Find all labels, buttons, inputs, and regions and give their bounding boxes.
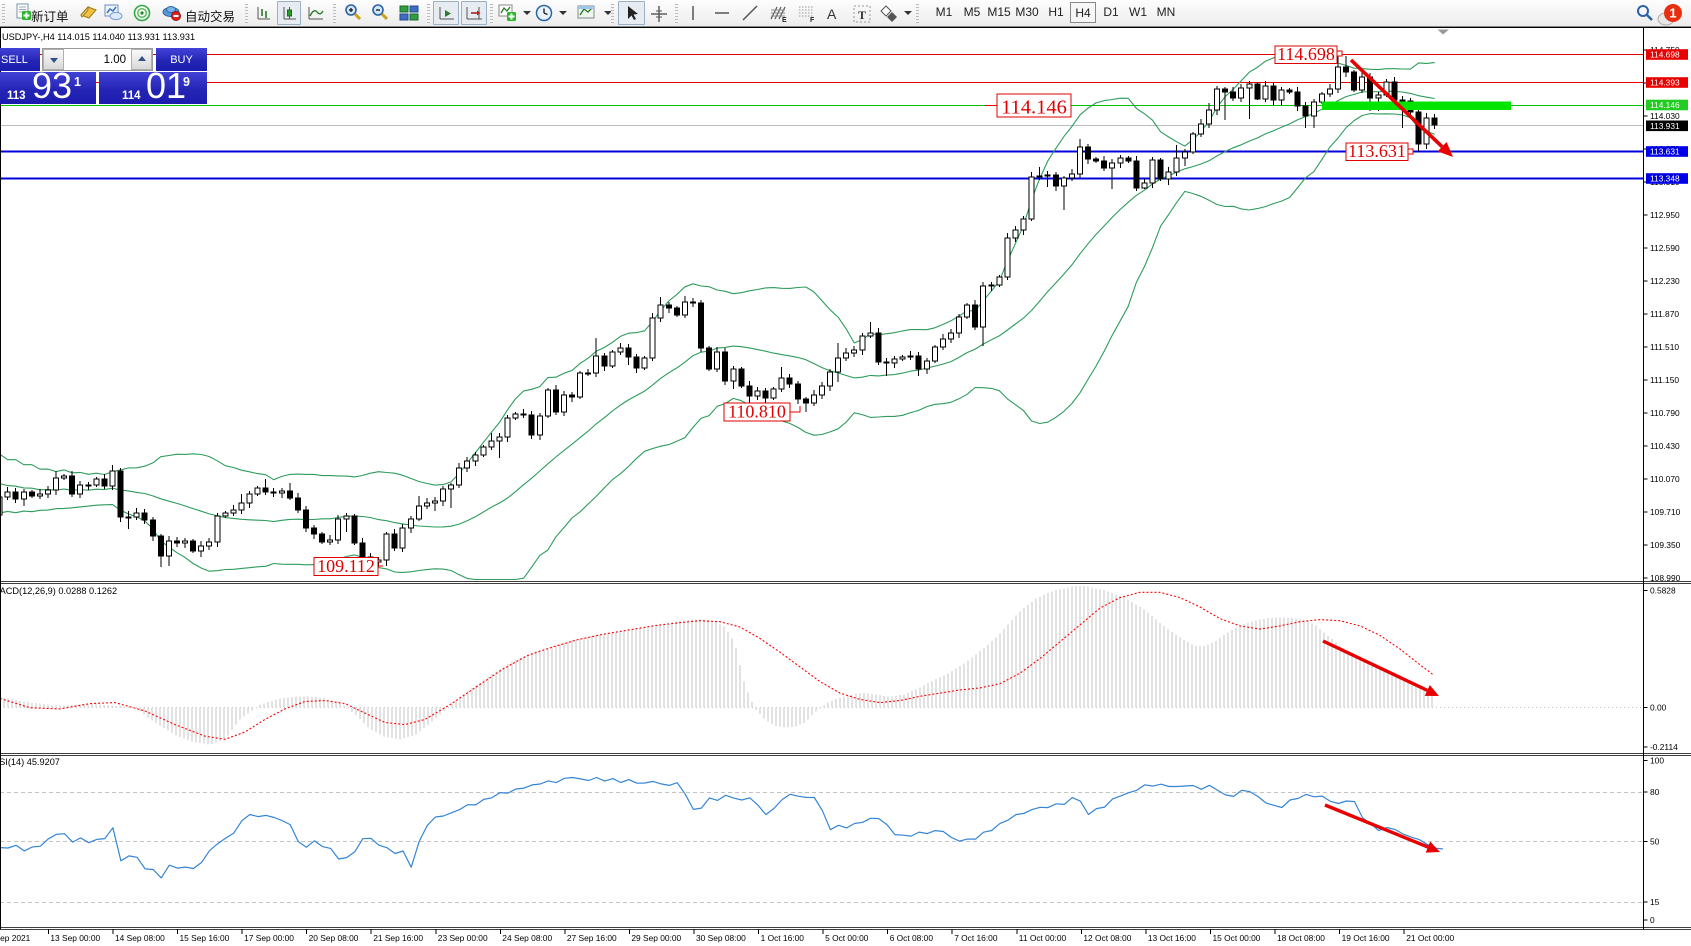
svg-text:7 Oct 16:00: 7 Oct 16:00 <box>954 933 998 943</box>
svg-text:MACD(12,26,9) 0.0288 0.1262: MACD(12,26,9) 0.0288 0.1262 <box>0 586 117 596</box>
svg-text:112.950: 112.950 <box>1650 210 1680 220</box>
svg-text:19 Oct 16:00: 19 Oct 16:00 <box>1342 933 1390 943</box>
svg-text:13 Oct 16:00: 13 Oct 16:00 <box>1148 933 1196 943</box>
svg-text:110.790: 110.790 <box>1650 408 1680 418</box>
svg-text:114.030: 114.030 <box>1650 111 1680 121</box>
svg-text:111.870: 111.870 <box>1650 309 1679 319</box>
svg-text:112.590: 112.590 <box>1650 243 1680 253</box>
svg-text:14 Sep 08:00: 14 Sep 08:00 <box>115 933 165 943</box>
svg-text:110.810: 110.810 <box>728 402 786 422</box>
svg-text:0.00: 0.00 <box>1650 703 1667 713</box>
svg-text:F: F <box>810 17 815 24</box>
svg-text:1: 1 <box>1669 6 1676 21</box>
svg-text:114.146: 114.146 <box>1001 97 1067 119</box>
svg-text:50: 50 <box>1650 837 1660 847</box>
svg-text:23 Sep 00:00: 23 Sep 00:00 <box>438 933 488 943</box>
svg-text:15: 15 <box>1650 897 1660 907</box>
svg-text:0: 0 <box>1650 915 1655 925</box>
svg-text:80: 80 <box>1650 787 1660 797</box>
svg-text:0.5828: 0.5828 <box>1650 585 1676 595</box>
svg-text:110.070: 110.070 <box>1650 474 1680 484</box>
svg-text:114.146: 114.146 <box>1650 100 1680 110</box>
svg-text:110.430: 110.430 <box>1650 441 1680 451</box>
svg-text:18 Oct 08:00: 18 Oct 08:00 <box>1277 933 1325 943</box>
svg-text:30 Sep 08:00: 30 Sep 08:00 <box>696 933 746 943</box>
svg-text:111.150: 111.150 <box>1650 375 1679 385</box>
svg-text:-0.2114: -0.2114 <box>1650 742 1678 752</box>
svg-text:27 Sep 16:00: 27 Sep 16:00 <box>567 933 617 943</box>
svg-text:5 Oct 00:00: 5 Oct 00:00 <box>825 933 869 943</box>
svg-text:113.631: 113.631 <box>1348 141 1406 161</box>
svg-text:109.710: 109.710 <box>1650 507 1681 517</box>
svg-text:111.510: 111.510 <box>1650 342 1679 352</box>
svg-text:17 Sep 00:00: 17 Sep 00:00 <box>244 933 294 943</box>
svg-text:114.698: 114.698 <box>1650 50 1680 60</box>
svg-text:108.990: 108.990 <box>1650 573 1681 583</box>
svg-text:100: 100 <box>1650 756 1664 766</box>
svg-text:114.393: 114.393 <box>1650 78 1680 88</box>
svg-text:112.230: 112.230 <box>1650 276 1680 286</box>
svg-text:11 Oct 00:00: 11 Oct 00:00 <box>1019 933 1067 943</box>
svg-text:114.698: 114.698 <box>1277 44 1335 64</box>
svg-text:T: T <box>858 8 866 22</box>
svg-text:21 Oct 00:00: 21 Oct 00:00 <box>1406 933 1454 943</box>
svg-text:USDJPY-,H4 114.015 114.040 11: USDJPY-,H4 114.015 114.040 113.931 113.9… <box>2 32 195 42</box>
svg-text:13 Sep 00:00: 13 Sep 00:00 <box>50 933 100 943</box>
svg-text:9 Sep 2021: 9 Sep 2021 <box>0 933 31 943</box>
svg-text:RSI(14) 45.9207: RSI(14) 45.9207 <box>0 757 60 767</box>
svg-text:113.931: 113.931 <box>1650 121 1680 131</box>
svg-text:21 Sep 16:00: 21 Sep 16:00 <box>373 933 423 943</box>
svg-text:109.350: 109.350 <box>1650 540 1681 550</box>
svg-text:113.631: 113.631 <box>1650 147 1680 157</box>
svg-text:15 Sep 16:00: 15 Sep 16:00 <box>180 933 230 943</box>
svg-text:15 Oct 00:00: 15 Oct 00:00 <box>1213 933 1261 943</box>
svg-text:29 Sep 00:00: 29 Sep 00:00 <box>631 933 681 943</box>
svg-text:20 Sep 08:00: 20 Sep 08:00 <box>309 933 359 943</box>
svg-text:24 Sep 08:00: 24 Sep 08:00 <box>502 933 552 943</box>
svg-text:12 Oct 08:00: 12 Oct 08:00 <box>1083 933 1131 943</box>
svg-text:E: E <box>782 17 787 24</box>
svg-text:1 Oct 16:00: 1 Oct 16:00 <box>761 933 805 943</box>
svg-text:113.348: 113.348 <box>1650 174 1680 184</box>
svg-text:6 Oct 08:00: 6 Oct 08:00 <box>890 933 934 943</box>
svg-text:109.112: 109.112 <box>317 556 375 576</box>
